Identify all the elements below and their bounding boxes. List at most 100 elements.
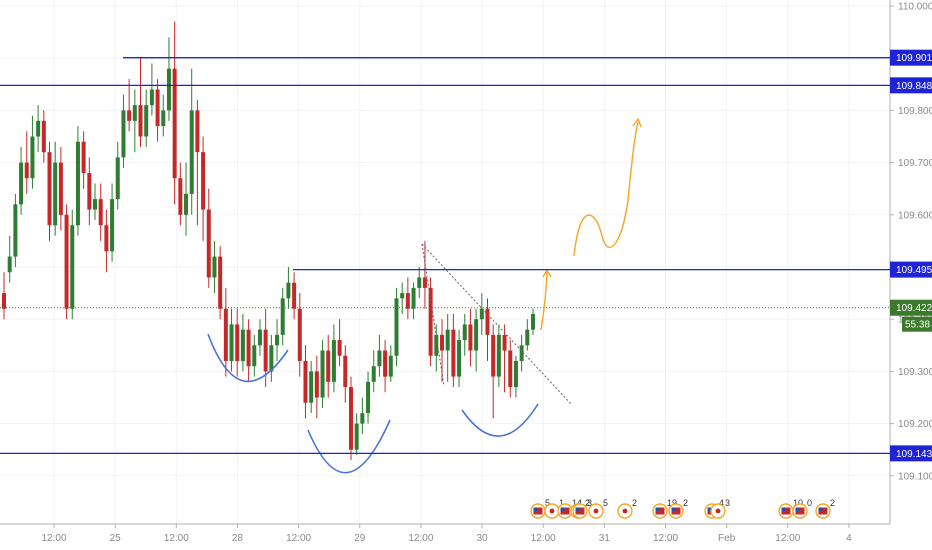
candle-body xyxy=(513,360,518,388)
candle-body xyxy=(428,287,433,356)
x-tick-label: 29 xyxy=(354,533,366,544)
candle-body xyxy=(445,329,450,351)
jp-flag-icon xyxy=(715,508,721,514)
candle-body xyxy=(314,371,319,398)
x-tick-label: 28 xyxy=(232,533,244,544)
event-count: 5 xyxy=(603,498,608,508)
candle xyxy=(195,99,200,226)
candle-body xyxy=(98,199,103,226)
projection-arrowhead-2 xyxy=(632,117,642,128)
candle-body xyxy=(138,105,143,137)
candle xyxy=(19,146,24,215)
candle xyxy=(292,272,297,320)
economic-events[interactable]: 5 1 14 23 5 2 19 2 4 3 10 0 2 xyxy=(530,498,835,519)
x-tick-label: 12:00 xyxy=(41,533,66,544)
candle-body xyxy=(508,350,513,388)
candle xyxy=(206,188,211,288)
us-flag-icon xyxy=(655,507,665,515)
candle xyxy=(138,58,143,147)
candle xyxy=(115,141,120,210)
candle-body xyxy=(257,329,262,346)
event-marker[interactable]: 10 xyxy=(778,498,803,519)
candle-body xyxy=(525,329,530,346)
candle-body xyxy=(485,308,490,335)
candle xyxy=(275,319,280,361)
candle xyxy=(337,319,342,367)
us-flag-icon xyxy=(560,507,570,515)
candle-body xyxy=(320,350,325,398)
candle xyxy=(280,287,285,346)
candle-body xyxy=(531,313,535,330)
candle xyxy=(371,350,376,393)
event-marker[interactable]: 2 xyxy=(668,498,688,519)
x-tick-label: 12:00 xyxy=(164,533,189,544)
right-shoulder-arc xyxy=(461,403,539,437)
event-marker[interactable]: 14 xyxy=(557,498,582,519)
candle xyxy=(252,334,257,377)
event-marker[interactable]: 5 xyxy=(588,498,608,519)
candle-body xyxy=(468,324,473,351)
candle-body xyxy=(30,136,35,179)
candle-body xyxy=(309,371,314,403)
candle-body xyxy=(201,152,206,210)
level-label-bg xyxy=(890,49,932,66)
candle-body xyxy=(161,110,166,127)
current-price-label: 109.422 55:38 xyxy=(890,299,932,332)
us-flag-icon xyxy=(795,507,805,515)
event-count: 2 xyxy=(683,498,688,508)
candle xyxy=(110,183,115,262)
event-marker[interactable]: 19 xyxy=(652,498,677,519)
candle-body xyxy=(400,293,405,299)
candle-body xyxy=(64,214,69,309)
event-count: 4 xyxy=(719,498,724,508)
candle-body xyxy=(417,277,422,288)
candles xyxy=(2,21,535,461)
candle-body xyxy=(53,162,58,226)
candle-body xyxy=(246,329,251,367)
candle-body xyxy=(326,350,331,382)
x-tick-label: 4 xyxy=(846,533,852,544)
candle xyxy=(7,235,12,283)
candle xyxy=(189,68,194,215)
event-marker[interactable]: 3 xyxy=(572,498,592,519)
candle xyxy=(519,334,524,372)
candle xyxy=(155,79,160,142)
level-label-text: 109.143 xyxy=(896,449,932,460)
candle xyxy=(178,162,183,226)
candle xyxy=(343,345,348,403)
candle xyxy=(496,324,501,388)
x-tick-label: Feb xyxy=(718,533,736,544)
candle-body xyxy=(229,324,234,361)
candle-body xyxy=(348,387,353,450)
event-count: 10 xyxy=(793,498,803,508)
event-marker[interactable]: 2 xyxy=(815,498,835,519)
x-tick-label: 12:00 xyxy=(531,533,556,544)
candle xyxy=(98,183,103,241)
x-tick-label: 30 xyxy=(476,533,488,544)
candle xyxy=(166,37,171,121)
candle-body xyxy=(166,68,171,111)
candle xyxy=(411,282,416,320)
candle xyxy=(405,277,410,320)
candle-body xyxy=(405,293,410,309)
candle xyxy=(172,21,177,205)
x-tick-label: 12:00 xyxy=(408,533,433,544)
candle xyxy=(30,115,35,189)
candle-body xyxy=(218,256,223,309)
candle xyxy=(366,371,371,424)
event-marker[interactable]: 3 xyxy=(710,498,730,519)
us-flag-canton xyxy=(707,507,712,511)
candle-body xyxy=(297,308,302,361)
candle xyxy=(297,293,302,377)
candle xyxy=(383,340,388,393)
level-price-label: 109.848 xyxy=(890,77,932,94)
vertical-gridlines xyxy=(53,0,850,524)
candle-body xyxy=(354,423,359,450)
event-marker[interactable]: 0 xyxy=(792,498,812,519)
candle-body xyxy=(87,173,92,210)
event-marker[interactable]: 2 xyxy=(617,498,637,519)
us-flag-canton xyxy=(533,507,538,511)
x-tick-label: 25 xyxy=(110,533,122,544)
candle-body xyxy=(19,162,24,205)
